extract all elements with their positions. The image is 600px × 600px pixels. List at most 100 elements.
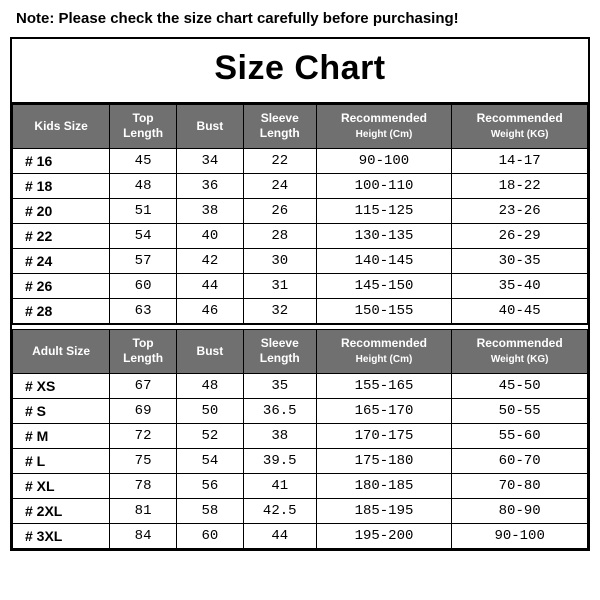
value-cell: 45 (110, 148, 177, 173)
value-cell: 72 (110, 423, 177, 448)
value-cell: 67 (110, 373, 177, 398)
value-cell: 18-22 (452, 173, 588, 198)
column-header: RecommendedHeight (Cm) (316, 330, 452, 374)
value-cell: 100-110 (316, 173, 452, 198)
value-cell: 81 (110, 498, 177, 523)
value-cell: 31 (243, 273, 316, 298)
size-cell: # L (13, 448, 110, 473)
value-cell: 69 (110, 398, 177, 423)
size-cell: # S (13, 398, 110, 423)
value-cell: 30-35 (452, 248, 588, 273)
value-cell: 45-50 (452, 373, 588, 398)
table-row: # 26604431145-15035-40 (13, 273, 588, 298)
size-table: Kids SizeTopLengthBustSleeveLengthRecomm… (12, 104, 588, 549)
value-cell: 48 (110, 173, 177, 198)
value-cell: 32 (243, 298, 316, 324)
value-cell: 42 (176, 248, 243, 273)
column-header: RecommendedWeight (KG) (452, 330, 588, 374)
value-cell: 155-165 (316, 373, 452, 398)
value-cell: 54 (176, 448, 243, 473)
value-cell: 63 (110, 298, 177, 324)
size-cell: # 16 (13, 148, 110, 173)
kids-header-row: Kids SizeTopLengthBustSleeveLengthRecomm… (13, 105, 588, 149)
table-row: # 28634632150-15540-45 (13, 298, 588, 324)
table-row: # XS674835155-16545-50 (13, 373, 588, 398)
value-cell: 140-145 (316, 248, 452, 273)
chart-title: Size Chart (12, 39, 588, 104)
value-cell: 42.5 (243, 498, 316, 523)
column-header: RecommendedHeight (Cm) (316, 105, 452, 149)
table-row: # L755439.5175-18060-70 (13, 448, 588, 473)
size-cell: # 2XL (13, 498, 110, 523)
value-cell: 180-185 (316, 473, 452, 498)
value-cell: 115-125 (316, 198, 452, 223)
value-cell: 90-100 (452, 523, 588, 548)
value-cell: 35 (243, 373, 316, 398)
value-cell: 36 (176, 173, 243, 198)
table-row: # 24574230140-14530-35 (13, 248, 588, 273)
value-cell: 23-26 (452, 198, 588, 223)
size-cell: # 28 (13, 298, 110, 324)
value-cell: 80-90 (452, 498, 588, 523)
size-cell: # M (13, 423, 110, 448)
table-row: # 22544028130-13526-29 (13, 223, 588, 248)
value-cell: 38 (176, 198, 243, 223)
size-cell: # 18 (13, 173, 110, 198)
value-cell: 36.5 (243, 398, 316, 423)
value-cell: 52 (176, 423, 243, 448)
value-cell: 60 (110, 273, 177, 298)
value-cell: 48 (176, 373, 243, 398)
table-row: # M725238170-17555-60 (13, 423, 588, 448)
value-cell: 175-180 (316, 448, 452, 473)
value-cell: 35-40 (452, 273, 588, 298)
note-text: Note: Please check the size chart carefu… (10, 8, 590, 37)
value-cell: 57 (110, 248, 177, 273)
value-cell: 44 (176, 273, 243, 298)
value-cell: 34 (176, 148, 243, 173)
size-chart-container: Size Chart Kids SizeTopLengthBustSleeveL… (10, 37, 590, 551)
value-cell: 150-155 (316, 298, 452, 324)
value-cell: 50 (176, 398, 243, 423)
value-cell: 130-135 (316, 223, 452, 248)
value-cell: 30 (243, 248, 316, 273)
size-cell: # 26 (13, 273, 110, 298)
value-cell: 44 (243, 523, 316, 548)
size-cell: # XL (13, 473, 110, 498)
table-row: # 2XL815842.5185-19580-90 (13, 498, 588, 523)
column-header: Bust (176, 330, 243, 374)
value-cell: 70-80 (452, 473, 588, 498)
table-row: # XL785641180-18570-80 (13, 473, 588, 498)
size-cell: # 3XL (13, 523, 110, 548)
column-header: Bust (176, 105, 243, 149)
table-row: # 1645342290-10014-17 (13, 148, 588, 173)
value-cell: 145-150 (316, 273, 452, 298)
value-cell: 78 (110, 473, 177, 498)
value-cell: 22 (243, 148, 316, 173)
value-cell: 14-17 (452, 148, 588, 173)
value-cell: 60-70 (452, 448, 588, 473)
column-header: SleeveLength (243, 105, 316, 149)
value-cell: 51 (110, 198, 177, 223)
column-header: RecommendedWeight (KG) (452, 105, 588, 149)
column-header: SleeveLength (243, 330, 316, 374)
value-cell: 41 (243, 473, 316, 498)
column-header: Kids Size (13, 105, 110, 149)
value-cell: 90-100 (316, 148, 452, 173)
size-cell: # XS (13, 373, 110, 398)
value-cell: 28 (243, 223, 316, 248)
value-cell: 58 (176, 498, 243, 523)
value-cell: 55-60 (452, 423, 588, 448)
value-cell: 54 (110, 223, 177, 248)
value-cell: 26-29 (452, 223, 588, 248)
value-cell: 195-200 (316, 523, 452, 548)
table-row: # 20513826115-12523-26 (13, 198, 588, 223)
value-cell: 38 (243, 423, 316, 448)
value-cell: 39.5 (243, 448, 316, 473)
value-cell: 84 (110, 523, 177, 548)
table-row: # S695036.5165-17050-55 (13, 398, 588, 423)
size-cell: # 24 (13, 248, 110, 273)
column-header: Adult Size (13, 330, 110, 374)
column-header: TopLength (110, 105, 177, 149)
value-cell: 170-175 (316, 423, 452, 448)
value-cell: 75 (110, 448, 177, 473)
